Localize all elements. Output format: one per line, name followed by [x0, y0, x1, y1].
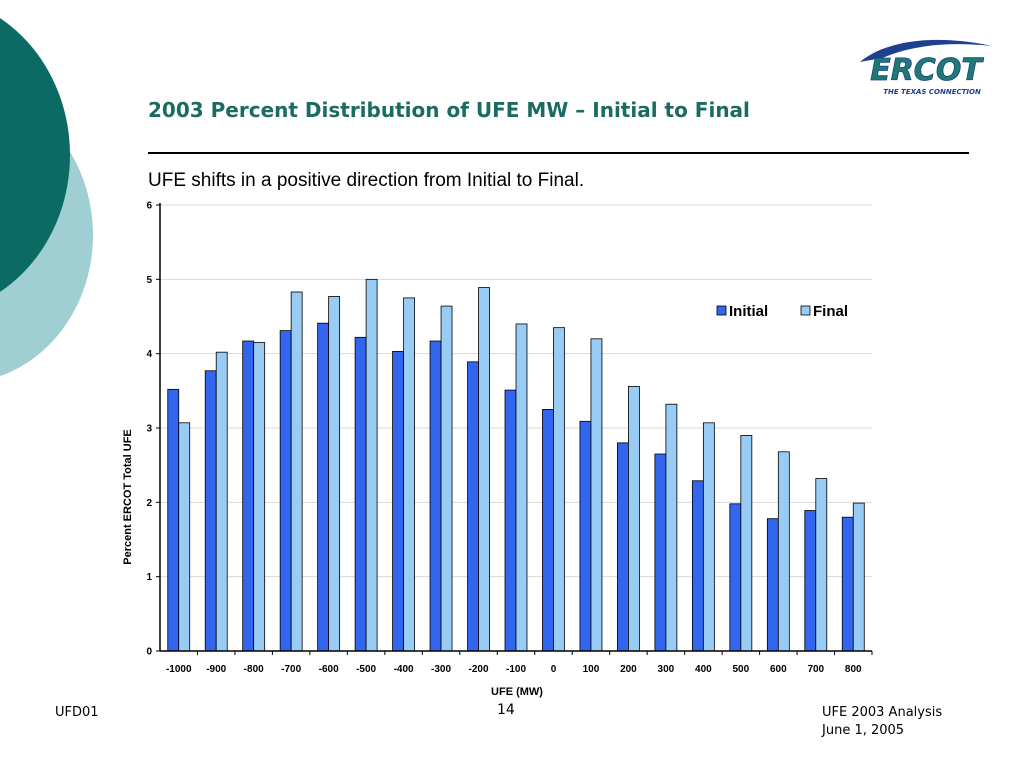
- y-tick-label: 2: [146, 498, 152, 509]
- bar-final: [290, 291, 303, 652]
- bar-initial: [392, 351, 404, 652]
- bar-final: [253, 342, 266, 652]
- x-tick-label: 200: [620, 664, 637, 675]
- bar-initial: [279, 330, 292, 652]
- bar-initial: [579, 420, 592, 652]
- logo-tagline: THE TEXAS CONNECTION: [883, 88, 981, 96]
- slide-title: 2003 Percent Distribution of UFE MW – In…: [148, 98, 750, 122]
- y-tick-label: 6: [146, 201, 152, 212]
- y-tick-label: 1: [146, 572, 152, 583]
- y-axis-label: Percent ERCOT Total UFE: [122, 429, 134, 564]
- x-tick-label: 800: [845, 664, 862, 675]
- bar-final: [815, 478, 828, 652]
- bar-final: [852, 502, 865, 652]
- bar-final: [515, 323, 528, 652]
- bar-final: [403, 297, 415, 652]
- dark-teal-circle: [0, 18, 70, 292]
- footer-doc-id: UFD01: [55, 705, 99, 720]
- x-tick-label: -1000: [166, 664, 192, 675]
- footer-report-name: UFE 2003 Analysis: [822, 705, 943, 720]
- legend-label-final: Final: [813, 303, 848, 320]
- y-tick-label: 0: [146, 647, 152, 658]
- legend-swatch-initial: [716, 305, 727, 316]
- bar-final: [702, 422, 715, 652]
- bar-initial: [167, 388, 180, 652]
- bar-final: [215, 351, 228, 652]
- page-number: 14: [497, 702, 515, 718]
- title-underline: [148, 152, 969, 154]
- x-tick-label: 300: [658, 664, 675, 675]
- bar-initial: [317, 322, 330, 652]
- y-tick-label: 5: [146, 275, 152, 286]
- bar-initial: [242, 340, 255, 652]
- bar-initial: [204, 370, 217, 652]
- bar-initial: [766, 518, 779, 652]
- bar-final: [440, 305, 453, 652]
- bar-initial: [804, 510, 817, 652]
- footer-date: June 1, 2005: [822, 723, 905, 738]
- x-tick-label: -200: [469, 664, 489, 675]
- bar-final: [740, 435, 753, 652]
- bar-final: [365, 278, 378, 652]
- chart-legend: Initial Final: [716, 303, 848, 320]
- bar-final: [553, 327, 565, 652]
- legend-label-initial: Initial: [729, 303, 768, 320]
- bar-initial: [841, 516, 854, 652]
- bar-initial: [654, 453, 667, 652]
- bar-initial: [542, 409, 554, 652]
- x-tick-label: 400: [695, 664, 712, 675]
- x-tick-label: -400: [394, 664, 414, 675]
- bar-final: [478, 287, 490, 652]
- bar-final: [178, 422, 191, 652]
- bar-final: [665, 403, 678, 652]
- bar-final: [328, 296, 341, 652]
- bar-initial: [691, 480, 704, 652]
- x-tick-label: 600: [770, 664, 787, 675]
- x-tick-label: -500: [356, 664, 376, 675]
- logo-text: ERCOT: [870, 53, 984, 88]
- x-tick-label: -600: [319, 664, 339, 675]
- x-tick-label: -100: [506, 664, 526, 675]
- y-tick-label: 4: [146, 349, 152, 360]
- bar-initial: [617, 442, 629, 652]
- bar-initial: [354, 336, 367, 652]
- ercot-logo: ERCOT THE TEXAS CONNECTION: [860, 39, 992, 96]
- bar-final: [777, 451, 790, 652]
- slide-subtitle: UFE shifts in a positive direction from …: [148, 170, 585, 191]
- legend-swatch-final: [800, 305, 811, 316]
- bar-final: [628, 385, 640, 652]
- bar-initial: [467, 361, 479, 652]
- bar-initial: [729, 503, 742, 652]
- x-axis-label: UFE (MW): [491, 686, 543, 698]
- bars: [167, 278, 865, 652]
- x-tick-label: -800: [244, 664, 264, 675]
- x-tick-label: 100: [583, 664, 600, 675]
- x-tick-label: -900: [206, 664, 226, 675]
- bar-initial: [504, 389, 517, 652]
- bar-final: [590, 338, 603, 652]
- x-tick-label: -700: [281, 664, 301, 675]
- x-tick-label: 0: [551, 664, 557, 675]
- x-tick-label: 700: [807, 664, 824, 675]
- y-tick-label: 3: [146, 424, 152, 435]
- x-tick-label: 500: [732, 664, 749, 675]
- axes: [156, 203, 873, 655]
- footer-info: UFE 2003 Analysis June 1, 2005: [822, 704, 942, 740]
- decorative-circles: [0, 18, 93, 377]
- bar-initial: [429, 340, 442, 652]
- x-tick-label: -300: [431, 664, 451, 675]
- logo-swoosh: [860, 39, 992, 62]
